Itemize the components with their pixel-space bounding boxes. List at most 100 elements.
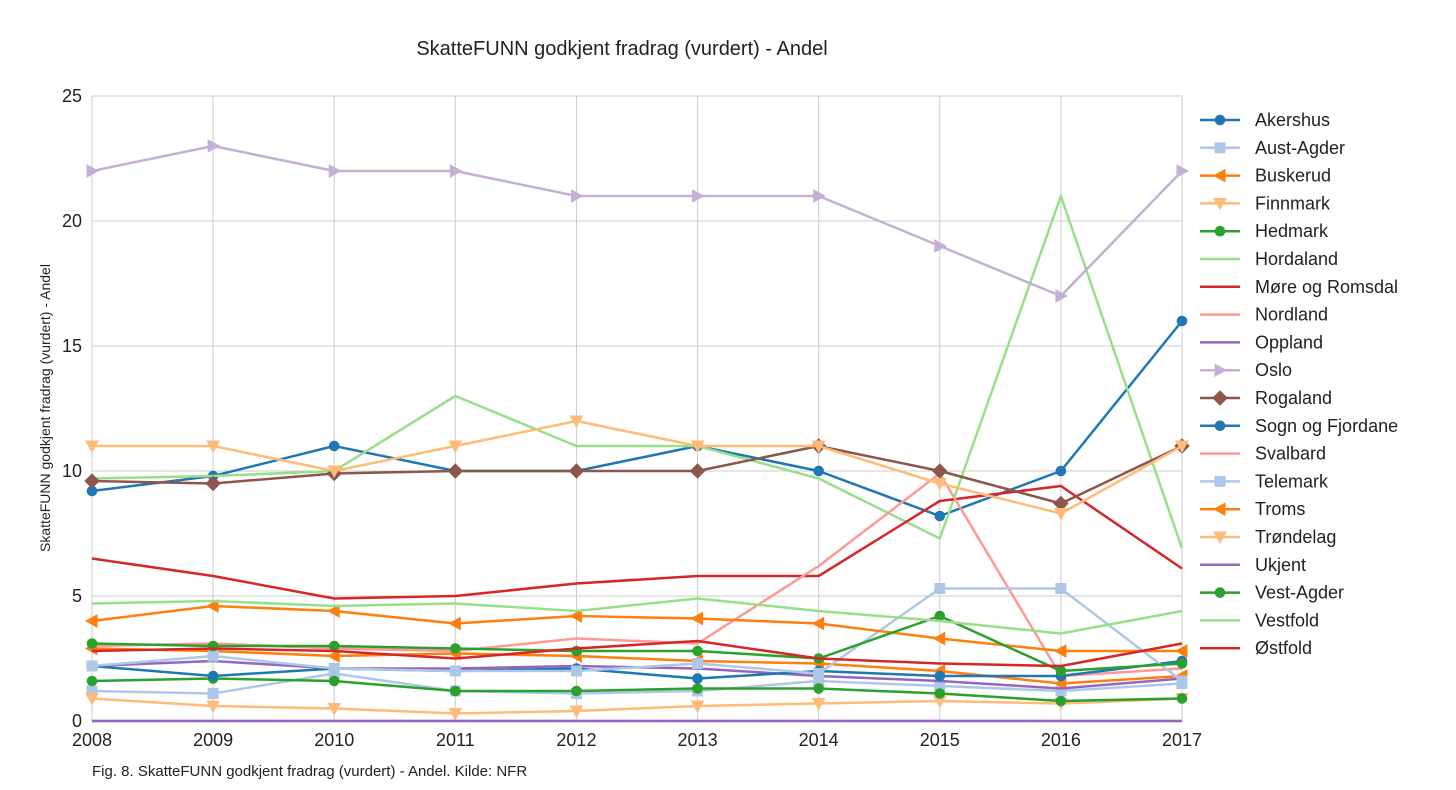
data-point-akershus xyxy=(1176,315,1188,327)
series-line-rogaland xyxy=(91,444,1183,505)
data-point-troms xyxy=(690,611,704,626)
grid xyxy=(91,95,1183,722)
axes: 2008 2009 2010 2011 2012 2013 2014 2015 2016 2017… xyxy=(62,86,1202,750)
data-point-finnmark xyxy=(811,698,826,711)
x-tick-label: 2009 xyxy=(193,730,233,750)
data-point-vest-agder xyxy=(450,643,461,654)
legend-marker xyxy=(1213,197,1227,211)
data-point-troms xyxy=(327,604,340,618)
legend-label: Akershus xyxy=(1255,110,1330,130)
legend-marker xyxy=(1214,420,1226,432)
data-point-hedmark xyxy=(450,685,461,697)
data-point-rogaland xyxy=(205,475,221,492)
data-point-trondelag xyxy=(85,440,99,454)
y-tick-label: 20 xyxy=(62,211,82,231)
data-point-oslo xyxy=(449,164,463,178)
series-trondelag xyxy=(85,415,1189,521)
data-point-rogaland xyxy=(568,463,585,479)
data-point-vest-agder xyxy=(934,610,946,622)
data-point-telemark xyxy=(1055,583,1067,594)
legend-label: Sogn og Fjordane xyxy=(1255,416,1398,436)
series-hordaland xyxy=(91,194,1184,549)
legend-item-more-og-romsdal: Møre og Romsdal xyxy=(1200,277,1398,297)
data-point-oslo xyxy=(86,164,100,178)
data-point-oslo xyxy=(813,189,826,203)
legend-marker xyxy=(1214,363,1228,378)
legend-item-rogaland: Rogaland xyxy=(1200,388,1332,408)
legend-marker xyxy=(1212,502,1226,517)
data-point-trondelag xyxy=(690,440,705,454)
legend-item-oppland: Oppland xyxy=(1200,332,1323,352)
data-point-telemark xyxy=(813,668,825,679)
data-point-hedmark xyxy=(692,683,703,694)
data-point-vest-agder xyxy=(1176,658,1188,669)
data-point-sogn-og-fjordane xyxy=(692,673,703,684)
y-tick-label: 5 xyxy=(72,586,82,606)
series-line-ostfold xyxy=(91,639,1183,668)
data-point-oslo xyxy=(692,189,705,203)
series-more-og-romsdal xyxy=(91,484,1183,600)
data-point-troms xyxy=(1053,644,1067,658)
legend-marker xyxy=(1213,531,1227,545)
series-line-oslo xyxy=(91,144,1183,298)
data-point-sogn-og-fjordane xyxy=(207,670,219,682)
data-point-oslo xyxy=(1176,164,1190,178)
legend-marker xyxy=(1212,168,1226,183)
data-point-telemark xyxy=(328,663,340,674)
legend-item-sogn-og-fjordane: Sogn og Fjordane xyxy=(1200,416,1398,436)
data-point-vest-agder xyxy=(1055,665,1067,677)
chart-caption: Fig. 8. SkatteFUNN godkjent fradrag (vur… xyxy=(92,763,527,780)
legend-item-oslo: Oslo xyxy=(1200,360,1292,380)
data-point-troms xyxy=(811,616,825,631)
legend-item-telemark: Telemark xyxy=(1200,471,1329,491)
x-tick-label: 2011 xyxy=(436,730,475,750)
legend-label: Nordland xyxy=(1255,305,1328,325)
legend-label: Østfold xyxy=(1255,638,1312,658)
data-point-trondelag xyxy=(448,440,463,454)
data-point-buskerud xyxy=(327,649,340,663)
legend-label: Ukjent xyxy=(1255,555,1306,575)
data-point-hedmark xyxy=(571,685,582,697)
x-tick-label: 2014 xyxy=(799,730,839,750)
legend-item-nordland: Nordland xyxy=(1200,305,1328,325)
series-vestfold xyxy=(91,597,1183,635)
legend-item-finnmark: Finnmark xyxy=(1200,193,1331,213)
data-point-troms xyxy=(569,609,582,623)
data-point-trondelag xyxy=(1054,508,1068,521)
data-point-hedmark xyxy=(1055,695,1067,707)
legend-item-ukjent: Ukjent xyxy=(1200,555,1306,575)
legend-label: Svalbard xyxy=(1255,444,1326,464)
data-point-rogaland xyxy=(689,463,706,479)
y-axis-label: SkatteFUNN godkjent fradrag (vurdert) - … xyxy=(37,264,53,552)
data-point-finnmark xyxy=(690,700,705,714)
data-point-finnmark xyxy=(569,705,584,719)
data-point-telemark xyxy=(692,658,704,669)
data-point-telemark xyxy=(207,650,219,662)
series-line-hedmark xyxy=(91,677,1183,703)
data-point-finnmark xyxy=(206,700,220,714)
data-point-vest-agder xyxy=(86,638,98,649)
x-tick-label: 2012 xyxy=(556,730,596,750)
legend-item-vest-agder: Vest-Agder xyxy=(1200,583,1344,603)
x-tick-label: 2013 xyxy=(678,730,718,750)
data-point-oslo xyxy=(570,189,584,203)
legend-item-ostfold: Østfold xyxy=(1200,638,1312,658)
data-point-hedmark xyxy=(1176,693,1188,704)
data-point-hedmark xyxy=(934,688,946,699)
data-point-trondelag xyxy=(327,465,342,479)
data-point-troms xyxy=(932,631,946,646)
data-point-trondelag xyxy=(569,415,584,429)
data-point-troms xyxy=(448,616,461,631)
data-point-telemark xyxy=(449,665,461,677)
data-point-trondelag xyxy=(206,440,220,454)
legend-label: Troms xyxy=(1255,499,1305,519)
series-line-aust-agder xyxy=(91,672,1183,695)
data-point-trondelag xyxy=(932,478,947,491)
chart-title: SkatteFUNN godkjent fradrag (vurdert) - … xyxy=(416,38,827,60)
legend-item-buskerud: Buskerud xyxy=(1200,166,1331,186)
data-point-finnmark xyxy=(85,693,99,706)
legend-item-hedmark: Hedmark xyxy=(1200,221,1329,241)
data-point-oslo xyxy=(1055,289,1068,303)
data-point-trondelag xyxy=(811,440,826,454)
y-tick-label: 25 xyxy=(62,86,82,106)
